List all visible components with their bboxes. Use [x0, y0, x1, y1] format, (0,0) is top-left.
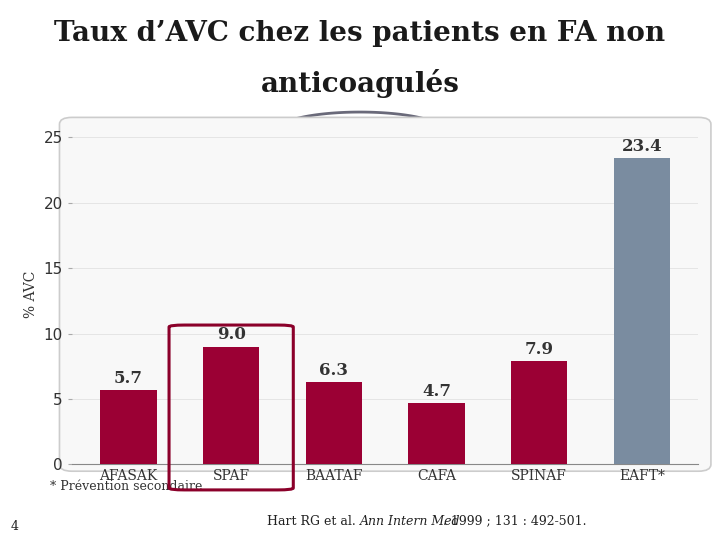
Bar — [511, 361, 567, 464]
Bar — [408, 403, 465, 464]
Text: 7.9: 7.9 — [525, 341, 554, 358]
Text: 9.0: 9.0 — [217, 326, 246, 343]
Text: 4.7: 4.7 — [422, 383, 451, 400]
Bar — [203, 347, 259, 464]
Bar — [613, 158, 670, 464]
Text: * Prévention secondaire: * Prévention secondaire — [50, 480, 203, 492]
Bar — [100, 390, 157, 464]
Text: Ann Intern Med: Ann Intern Med — [360, 515, 461, 528]
FancyBboxPatch shape — [60, 117, 711, 471]
Text: 4: 4 — [11, 520, 19, 534]
Text: . 1999 ; 131 : 492-501.: . 1999 ; 131 : 492-501. — [443, 515, 586, 528]
Bar — [305, 382, 362, 464]
Text: 5.7: 5.7 — [114, 369, 143, 387]
Text: Hart RG et al.: Hart RG et al. — [267, 515, 360, 528]
Y-axis label: % AVC: % AVC — [24, 271, 38, 318]
Text: anticoagulés: anticoagulés — [261, 69, 459, 98]
Text: 6.3: 6.3 — [320, 362, 348, 379]
Text: Taux d’AVC chez les patients en FA non: Taux d’AVC chez les patients en FA non — [55, 20, 665, 47]
Text: 23.4: 23.4 — [621, 138, 662, 155]
